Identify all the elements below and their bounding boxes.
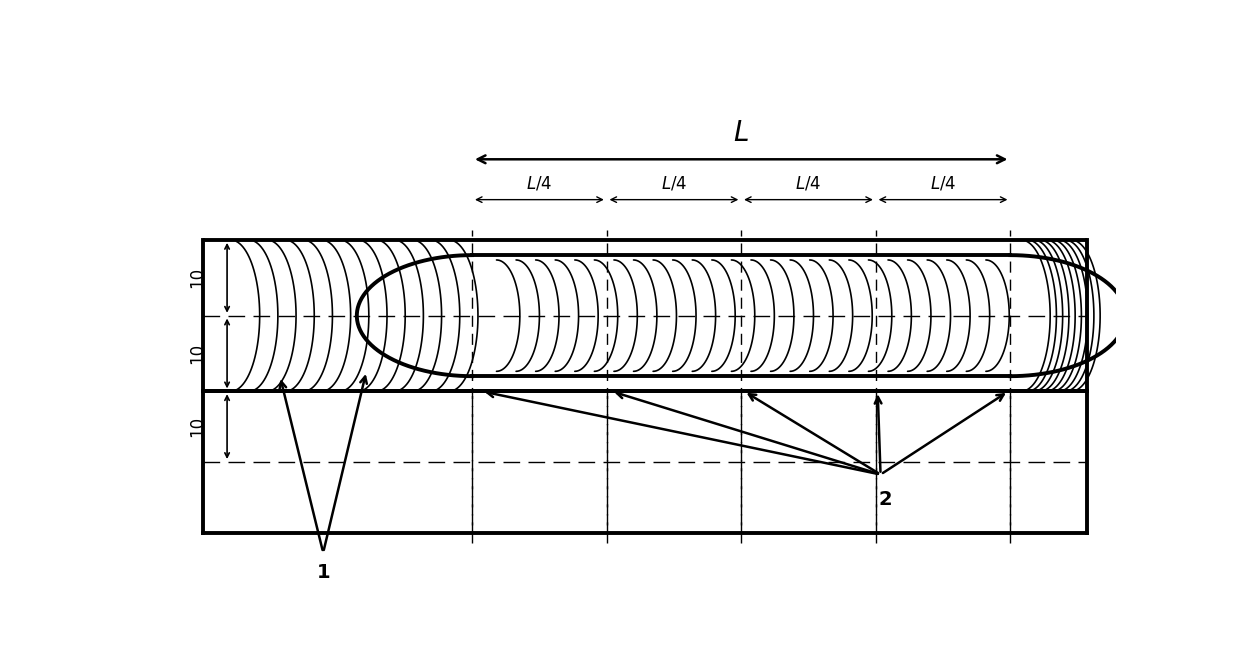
Text: $L/4$: $L/4$	[526, 174, 553, 192]
Text: $L/4$: $L/4$	[795, 174, 822, 192]
Text: 10: 10	[188, 267, 206, 288]
Text: 2: 2	[879, 490, 892, 509]
Text: $L$: $L$	[733, 119, 749, 147]
Text: $L/4$: $L/4$	[930, 174, 956, 192]
Text: 1: 1	[316, 563, 330, 582]
Text: 10: 10	[188, 416, 206, 437]
Text: $L/4$: $L/4$	[661, 174, 687, 192]
Text: 10: 10	[188, 343, 206, 364]
